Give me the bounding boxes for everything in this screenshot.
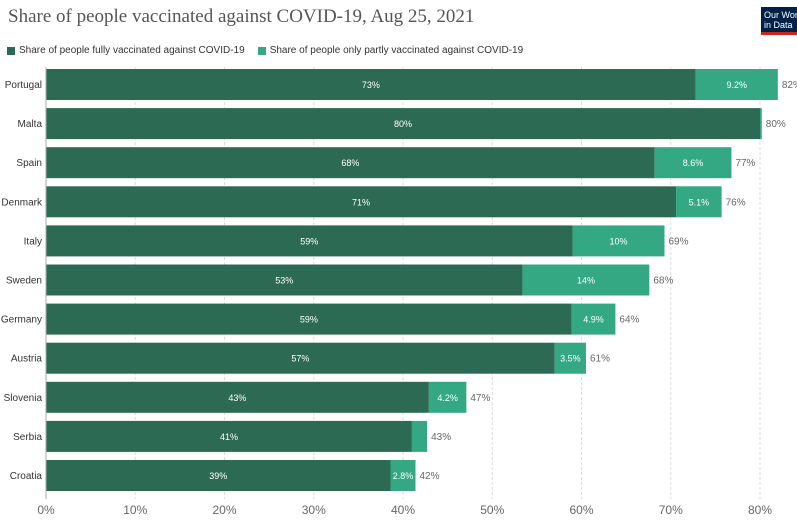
category-label: Slovenia xyxy=(4,393,43,404)
bar-partly-vaccinated[interactable] xyxy=(522,264,650,296)
category-label: Austria xyxy=(11,354,43,365)
legend-swatch-partly xyxy=(257,46,266,55)
bar-partly-vaccinated[interactable] xyxy=(390,460,416,491)
data-label-fully: 53% xyxy=(275,276,293,286)
data-label-partly: 9.2% xyxy=(727,80,748,90)
category-label: Portugal xyxy=(5,80,42,91)
total-label: 76% xyxy=(726,197,746,208)
bar-partly-vaccinated[interactable] xyxy=(571,303,616,335)
x-tick-label: 80% xyxy=(748,503,772,517)
data-label-fully: 43% xyxy=(228,393,246,403)
total-label: 82% xyxy=(782,80,797,91)
x-tick-label: 50% xyxy=(480,503,504,517)
x-tick-label: 60% xyxy=(569,503,593,517)
bar-fully-vaccinated[interactable] xyxy=(46,381,429,413)
data-label-fully: 59% xyxy=(300,315,318,325)
bar-partly-vaccinated[interactable] xyxy=(572,225,665,257)
total-label: 64% xyxy=(619,315,639,326)
total-label: 69% xyxy=(669,236,689,247)
data-label-partly: 2.8% xyxy=(393,471,414,481)
category-label: Spain xyxy=(16,158,42,169)
bar-fully-vaccinated[interactable] xyxy=(46,303,572,335)
data-label-partly: 8.6% xyxy=(683,158,704,168)
logo-line-2: in Data xyxy=(764,20,793,30)
legend-label-partly: Share of people only partly vaccinated a… xyxy=(269,45,524,56)
data-label-partly: 5.1% xyxy=(689,197,710,207)
category-label: Serbia xyxy=(13,432,42,443)
bar-partly-vaccinated[interactable] xyxy=(428,381,467,413)
data-label-partly: 4.2% xyxy=(437,393,458,403)
total-label: 47% xyxy=(470,393,490,404)
logo-accent-bar xyxy=(761,32,797,35)
total-label: 77% xyxy=(735,158,755,169)
bar-partly-vaccinated[interactable] xyxy=(695,69,778,100)
legend-item-partly[interactable]: Share of people only partly vaccinated a… xyxy=(257,45,524,56)
bar-fully-vaccinated[interactable] xyxy=(46,264,523,296)
logo-line-1: Our World xyxy=(764,10,797,20)
data-label-fully: 57% xyxy=(291,354,309,364)
data-label-fully: 73% xyxy=(362,80,380,90)
data-label-fully: 39% xyxy=(209,471,227,481)
x-tick-label: 20% xyxy=(212,503,236,517)
total-label: 80% xyxy=(766,119,786,130)
bar-fully-vaccinated[interactable] xyxy=(46,186,677,218)
chart-title: Share of people vaccinated against COVID… xyxy=(8,6,475,27)
x-tick-label: 40% xyxy=(391,503,415,517)
legend-label-fully: Share of people fully vaccinated against… xyxy=(19,45,245,56)
bar-fully-vaccinated[interactable] xyxy=(46,225,573,257)
total-label: 43% xyxy=(431,432,451,443)
bar-fully-vaccinated[interactable] xyxy=(46,69,696,100)
total-label: 68% xyxy=(653,276,673,287)
bar-fully-vaccinated[interactable] xyxy=(46,108,760,140)
bar-partly-vaccinated[interactable] xyxy=(554,342,586,374)
x-tick-label: 70% xyxy=(659,503,683,517)
category-label: Croatia xyxy=(10,471,43,482)
data-label-partly: 4.9% xyxy=(583,315,604,325)
category-label: Germany xyxy=(1,315,42,326)
data-label-fully: 68% xyxy=(341,158,359,168)
category-label: Italy xyxy=(24,236,42,247)
bar-partly-vaccinated[interactable] xyxy=(411,420,428,452)
bar-fully-vaccinated[interactable] xyxy=(46,342,555,374)
bar-fully-vaccinated[interactable] xyxy=(46,147,655,179)
bar-fully-vaccinated[interactable] xyxy=(46,420,412,452)
total-label: 42% xyxy=(419,471,439,482)
legend: Share of people fully vaccinated against… xyxy=(7,45,536,56)
x-tick-label: 10% xyxy=(123,503,147,517)
legend-swatch-fully xyxy=(7,46,15,55)
data-label-fully: 71% xyxy=(352,197,370,207)
data-label-partly: 14% xyxy=(577,276,595,286)
category-label: Sweden xyxy=(6,276,42,287)
bar-partly-vaccinated[interactable] xyxy=(760,108,762,140)
data-label-partly: 10% xyxy=(610,236,628,246)
bar-partly-vaccinated[interactable] xyxy=(676,186,722,218)
data-label-fully: 41% xyxy=(220,432,238,442)
x-tick-label: 0% xyxy=(37,503,55,517)
data-label-partly: 3.5% xyxy=(560,354,581,364)
data-label-fully: 59% xyxy=(300,236,318,246)
owid-logo[interactable]: Our World in Data xyxy=(761,7,797,35)
total-label: 61% xyxy=(590,354,610,365)
bar-fully-vaccinated[interactable] xyxy=(46,460,391,491)
bar-partly-vaccinated[interactable] xyxy=(654,147,732,179)
category-label: Denmark xyxy=(1,197,43,208)
legend-item-fully[interactable]: Share of people fully vaccinated against… xyxy=(7,45,245,56)
data-label-fully: 80% xyxy=(394,119,412,129)
x-tick-label: 30% xyxy=(302,503,326,517)
category-label: Malta xyxy=(18,119,43,130)
